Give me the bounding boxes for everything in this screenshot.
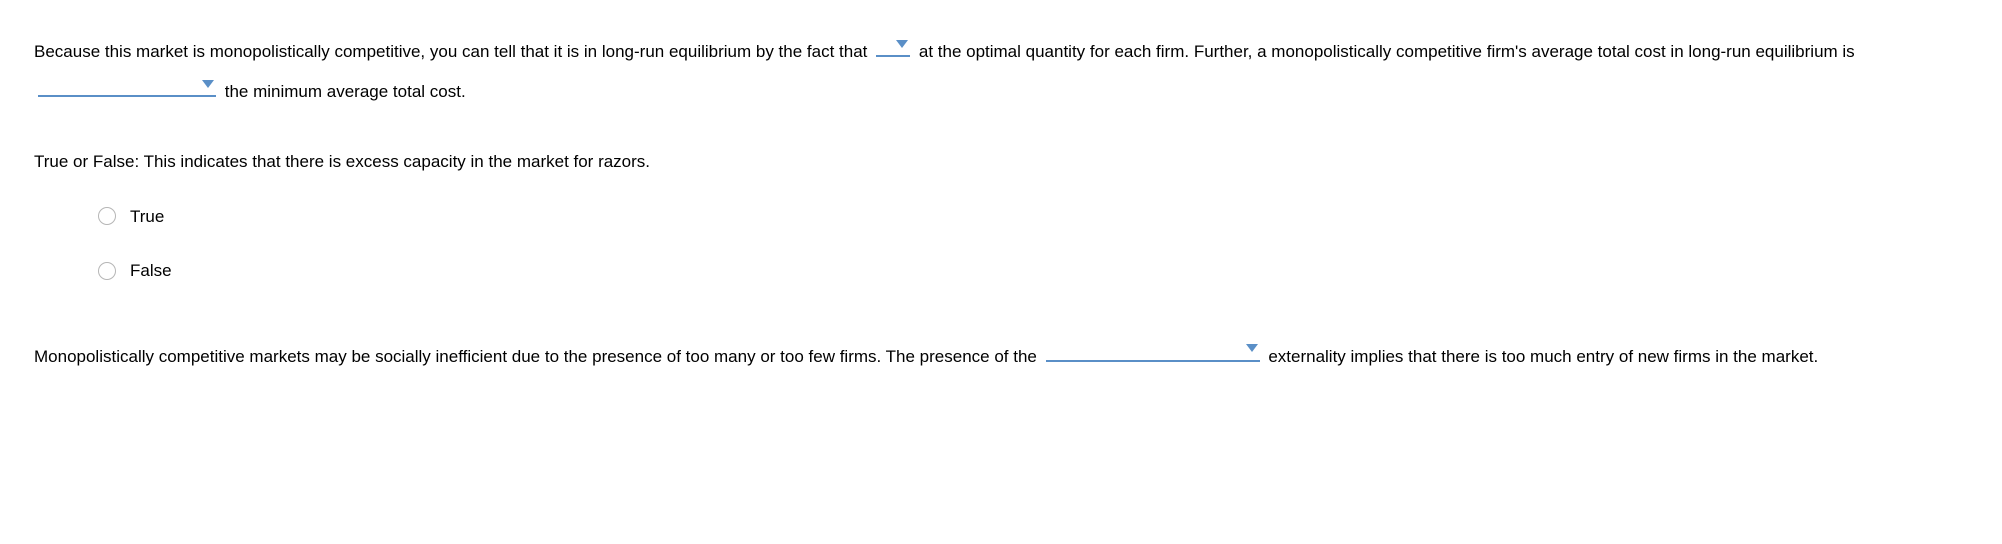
- p1-text-3: the minimum average total cost.: [225, 82, 466, 101]
- radio-option-false[interactable]: False: [98, 244, 1968, 298]
- true-false-question: True or False: This indicates that there…: [34, 142, 1968, 182]
- dropdown-1[interactable]: [876, 35, 910, 57]
- p1-text-1: Because this market is monopolistically …: [34, 42, 867, 61]
- p1-text-2: at the optimal quantity for each firm. F…: [919, 42, 1855, 61]
- chevron-down-icon: [896, 40, 908, 48]
- radio-label-false: False: [130, 261, 172, 280]
- radio-icon: [98, 262, 116, 280]
- paragraph-1: Because this market is monopolistically …: [34, 32, 1968, 112]
- radio-option-true[interactable]: True: [98, 190, 1968, 244]
- chevron-down-icon: [202, 80, 214, 88]
- dropdown-2[interactable]: [38, 75, 216, 97]
- paragraph-3: Monopolistically competitive markets may…: [34, 337, 1968, 377]
- dropdown-3[interactable]: [1046, 339, 1260, 361]
- chevron-down-icon: [1246, 344, 1258, 352]
- radio-icon: [98, 207, 116, 225]
- p3-text-1: Monopolistically competitive markets may…: [34, 347, 1037, 366]
- radio-label-true: True: [130, 207, 164, 226]
- p3-text-2: externality implies that there is too mu…: [1268, 347, 1818, 366]
- radio-group: True False: [98, 190, 1968, 299]
